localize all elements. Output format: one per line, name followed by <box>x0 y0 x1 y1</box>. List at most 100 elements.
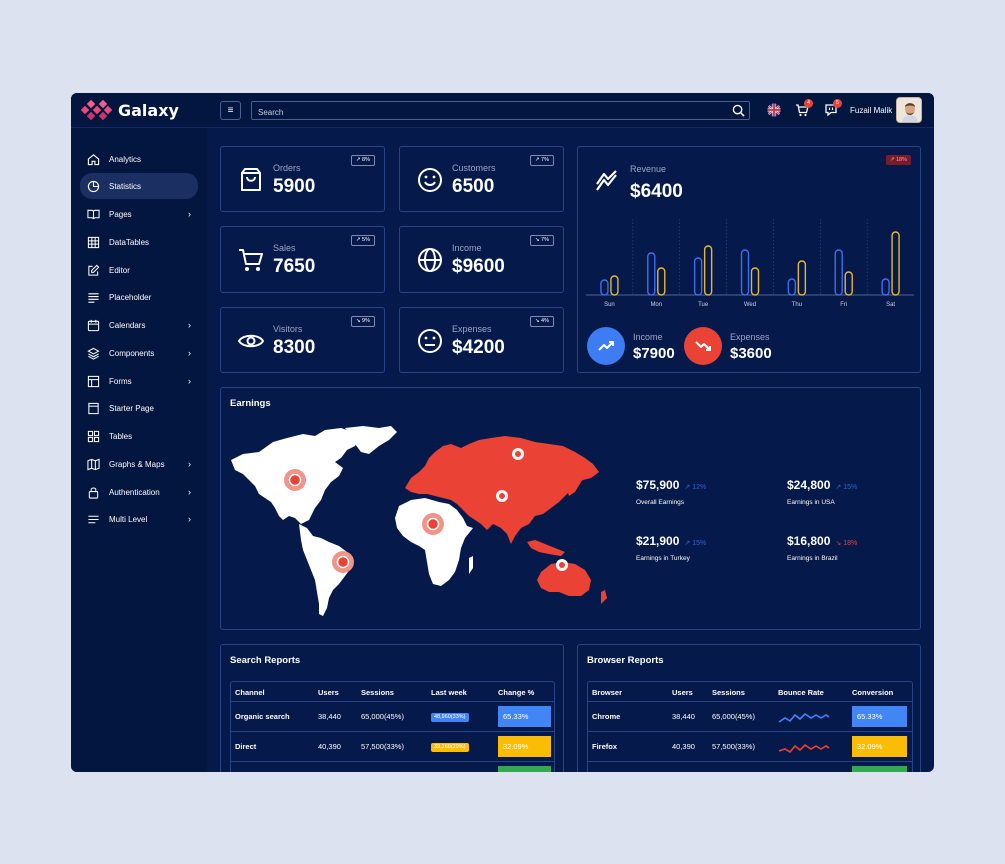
sidebar-item-forms[interactable]: Forms › <box>80 368 198 394</box>
chart-bar[interactable] <box>787 278 797 296</box>
sidebar-item-graphs-maps[interactable]: Graphs & Maps › <box>80 451 198 477</box>
avatar[interactable] <box>896 97 922 123</box>
table-row-partial[interactable] <box>588 762 912 772</box>
earnings-stat-brazil: $16,800 ↘ 18% Earnings in Brazil <box>787 532 857 562</box>
column-header[interactable]: Last week <box>431 688 467 697</box>
trend-badge: ↗ 7% <box>529 155 554 166</box>
earnings-caption: Earnings in USA <box>787 499 835 506</box>
column-header[interactable]: Users <box>672 688 693 697</box>
sessions-cell: 57,500(33%) <box>361 742 404 751</box>
pct-value: 12% <box>692 484 707 491</box>
sidebar-item-calendars[interactable]: Calendars › <box>80 312 198 338</box>
sidebar-item-authentication[interactable]: Authentication › <box>80 479 198 505</box>
trend-value: 8% <box>362 157 370 163</box>
chart-bar[interactable] <box>657 267 666 296</box>
sidebar-item-starter-page[interactable]: Starter Page <box>80 395 198 421</box>
chevron-right-icon: › <box>188 514 191 524</box>
chat-button[interactable]: 5 <box>824 99 842 117</box>
cart-icon <box>239 249 263 271</box>
stat-card-orders[interactable]: Orders 5900 ↗ 8% <box>220 146 385 212</box>
map-marker-usa[interactable] <box>284 469 306 491</box>
sidebar-item-analytics[interactable]: Analytics <box>80 146 198 172</box>
column-header[interactable]: Browser <box>592 688 623 697</box>
trend-badge: ↘ 4% <box>529 316 554 327</box>
map-south-america <box>299 524 353 616</box>
sidebar-item-components[interactable]: Components › <box>80 340 198 366</box>
table-row-partial[interactable] <box>231 762 554 772</box>
users-cell: 40,390 <box>672 742 695 751</box>
stat-label: Income <box>452 243 482 253</box>
chart-bar[interactable] <box>703 245 713 296</box>
stat-card-expenses[interactable]: Expenses $4200 ↘ 4% <box>399 307 564 373</box>
chart-bar[interactable] <box>834 249 843 296</box>
sessions-cell: 65,000(45%) <box>712 712 755 721</box>
chart-bar[interactable] <box>881 278 890 296</box>
column-header[interactable]: Users <box>318 688 339 697</box>
chart-bar[interactable] <box>750 267 760 296</box>
bounce-rate-sparkline <box>778 712 830 723</box>
column-header[interactable]: Change % <box>498 688 535 697</box>
map-marker-china[interactable] <box>496 490 508 502</box>
table-row[interactable]: Chrome 38,440 65,000(45%) 65.33% <box>588 702 912 732</box>
chart-bar[interactable] <box>891 231 900 296</box>
search-icon[interactable] <box>732 104 745 117</box>
stat-card-customers[interactable]: Customers 6500 ↗ 7% <box>399 146 564 212</box>
edit-icon <box>88 264 100 276</box>
x-tick-label: Mon <box>650 302 662 308</box>
column-header[interactable]: Channel <box>235 688 265 697</box>
map-new-zealand <box>601 590 607 604</box>
chart-bar[interactable] <box>797 260 807 296</box>
sidebar-item-placeholder[interactable]: Placeholder <box>80 284 198 310</box>
channel-cell: Organic search <box>235 712 290 721</box>
expenses-circle <box>684 327 722 365</box>
chart-bar[interactable] <box>600 279 609 296</box>
map-marker-russia[interactable] <box>512 448 524 460</box>
cart-button[interactable]: 4 <box>795 99 813 117</box>
chart-bar[interactable] <box>610 275 619 296</box>
app-name: Galaxy <box>118 100 179 120</box>
logo[interactable]: Galaxy <box>79 98 179 122</box>
expenses-label: Expenses <box>730 332 770 342</box>
layers-icon <box>87 347 100 360</box>
column-header[interactable]: Sessions <box>361 688 394 697</box>
stat-card-income[interactable]: Income $9600 ↘ 7% <box>399 226 564 293</box>
chart-bar[interactable] <box>740 249 750 296</box>
stat-card-visitors[interactable]: Visitors 8300 ↘ 9% <box>220 307 385 373</box>
stat-value: 7650 <box>273 256 316 277</box>
map-marker-australia[interactable] <box>556 559 568 571</box>
sidebar-item-pages[interactable]: Pages › <box>80 201 198 227</box>
chat-count-badge: 5 <box>833 99 842 108</box>
stat-card-sales[interactable]: Sales 7650 ↗ 5% <box>220 226 385 293</box>
world-map[interactable] <box>229 424 621 620</box>
chart-bar[interactable] <box>844 271 853 296</box>
menu-toggle-button[interactable]: ≡ <box>220 101 241 120</box>
trend-value: 4% <box>541 318 549 324</box>
user-name[interactable]: Fuzail Malik <box>850 106 893 115</box>
earnings-amount: $16,800 <box>787 534 831 548</box>
trend-value: 9% <box>362 318 370 324</box>
hamburger-icon: ≡ <box>227 105 234 116</box>
map-marker-africa[interactable] <box>422 513 444 535</box>
pct-value: 18% <box>843 540 858 547</box>
uk-flag-icon[interactable] <box>767 103 781 117</box>
sidebar-item-datatables[interactable]: DataTables <box>80 229 198 255</box>
map-icon <box>87 458 100 470</box>
chart-bar[interactable] <box>647 252 656 296</box>
column-header[interactable]: Bounce Rate <box>778 688 824 697</box>
map-marker-brazil[interactable] <box>332 551 354 573</box>
sidebar-item-statistics[interactable]: Statistics <box>80 173 198 199</box>
chart-bar[interactable] <box>693 257 703 296</box>
column-header[interactable]: Sessions <box>712 688 745 697</box>
stat-label: Expenses <box>452 324 492 334</box>
sidebar-item-multi-level[interactable]: Multi Level › <box>80 506 198 532</box>
stat-label: Visitors <box>273 324 303 334</box>
table-row[interactable]: Firefox 40,390 57,500(33%) 32.09% <box>588 732 912 762</box>
table-row[interactable]: Organic search 38,440 65,000(45%) 48,960… <box>231 702 554 732</box>
column-header[interactable]: Conversion <box>852 688 894 697</box>
sidebar-item-editor[interactable]: Editor <box>80 257 198 283</box>
sidebar-item-label: Components <box>109 348 155 358</box>
search-input[interactable] <box>252 104 712 121</box>
user-avatar-icon <box>897 98 921 122</box>
sidebar-item-tables[interactable]: Tables <box>80 423 198 449</box>
table-row[interactable]: Direct 40,390 57,500(33%) 39,260(29%) 32… <box>231 732 554 762</box>
